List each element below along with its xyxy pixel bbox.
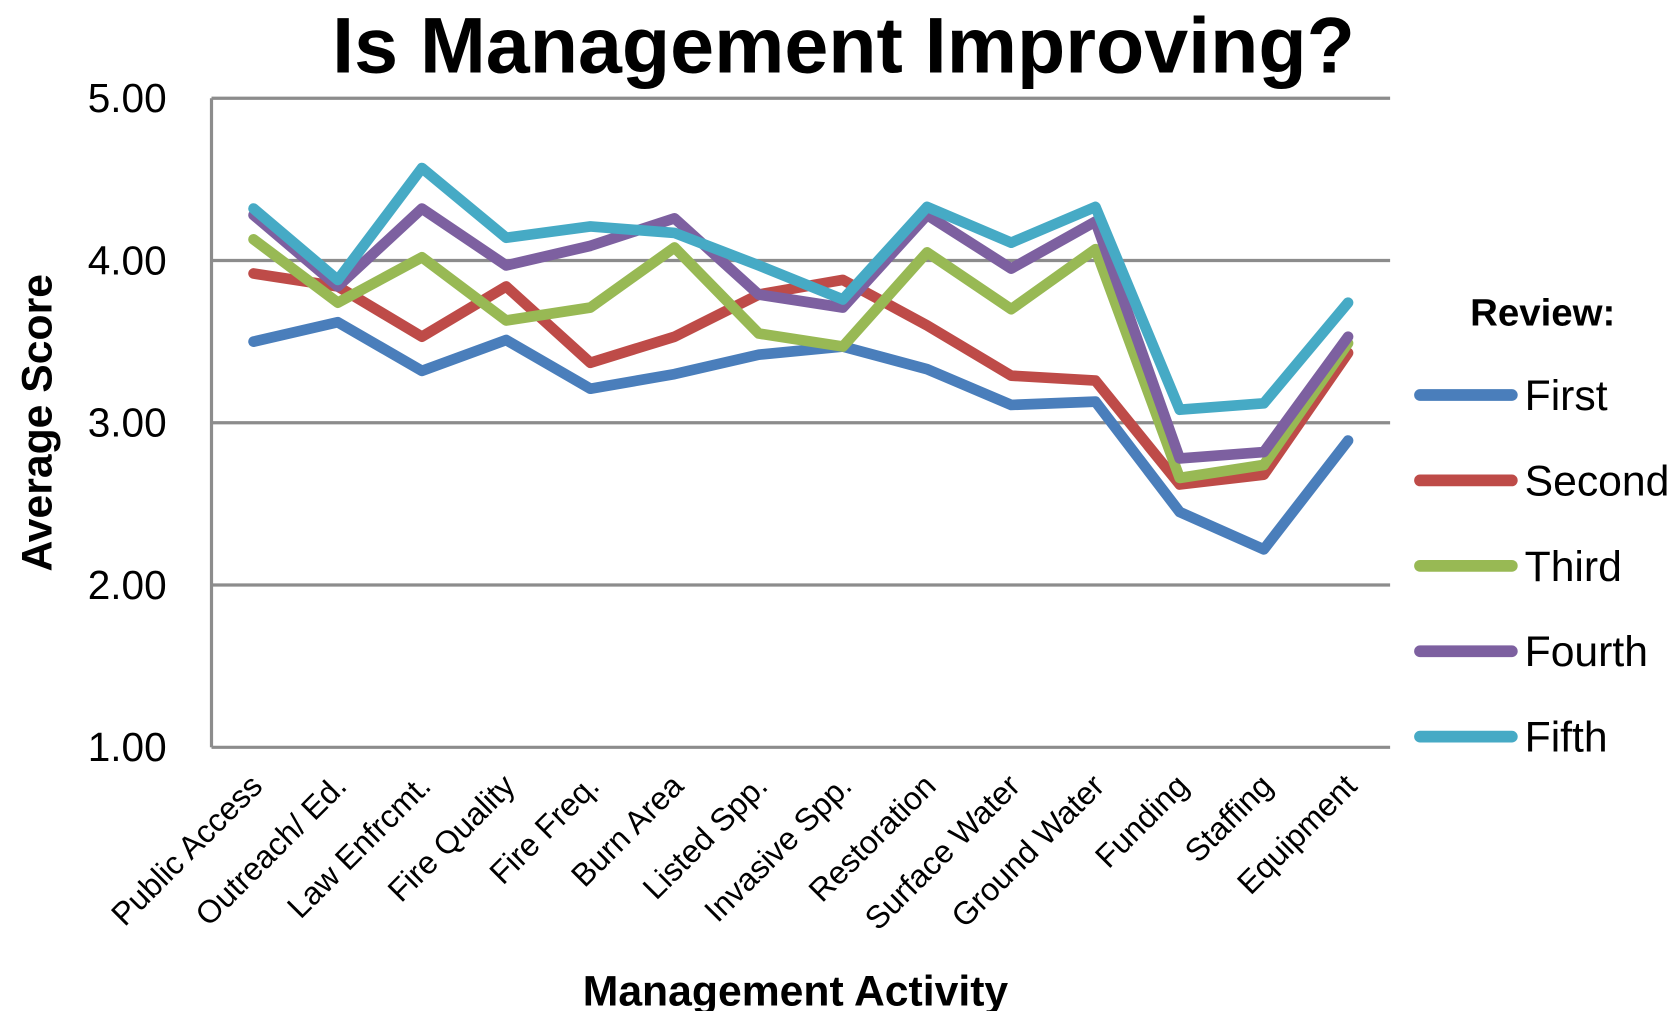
x-tick-label: Funding <box>1088 767 1195 874</box>
legend-label: Third <box>1525 543 1622 591</box>
series-line <box>248 162 1354 416</box>
legend-label: Fourth <box>1525 628 1648 676</box>
series-line <box>248 203 1354 464</box>
y-tick-label: 4.00 <box>88 237 167 283</box>
y-tick-label: 1.00 <box>88 724 167 770</box>
x-tick-label: Ground Water <box>944 767 1111 934</box>
x-tick-label: Invasive Spp. <box>697 767 858 928</box>
y-tick-label: 5.00 <box>88 75 167 121</box>
chart-title: Is Management Improving? <box>332 1 1355 90</box>
y-tick-label: 3.00 <box>88 400 167 446</box>
legend-label: First <box>1525 372 1608 420</box>
x-axis-title: Management Activity <box>583 968 1009 1011</box>
y-tick-label: 2.00 <box>88 562 167 608</box>
series-line <box>248 316 1354 555</box>
legend-label: Fifth <box>1525 714 1608 762</box>
y-axis-title: Average Score <box>13 274 61 571</box>
legend-title: Review: <box>1470 292 1615 335</box>
legend-label: Second <box>1525 457 1670 505</box>
series-line <box>248 234 1354 484</box>
